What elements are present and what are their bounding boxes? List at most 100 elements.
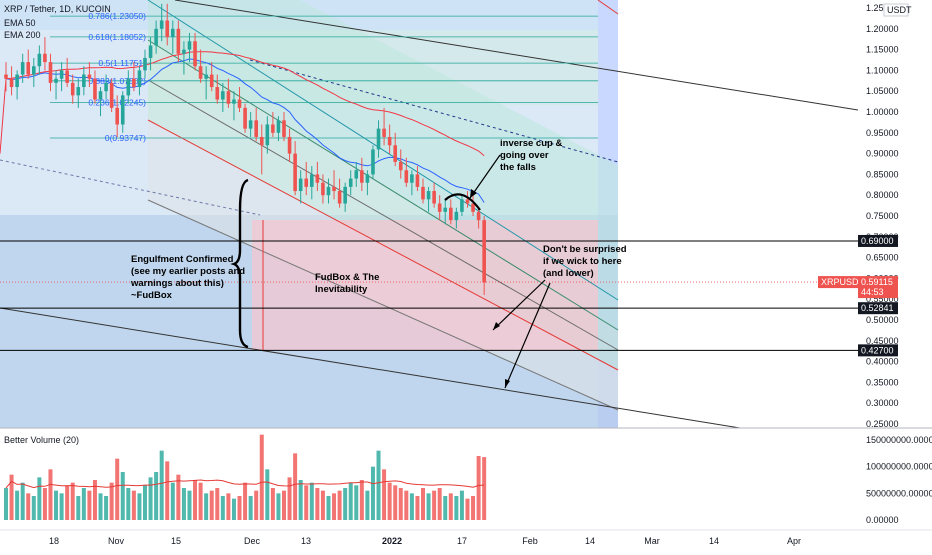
ema50-line — [5, 58, 485, 203]
candle-body — [449, 207, 453, 221]
candle-body — [171, 28, 175, 38]
candle — [276, 116, 281, 142]
volume-bar — [92, 480, 97, 520]
price-tick-label: 0.40000 — [866, 357, 899, 367]
volume-bar — [309, 482, 314, 520]
fib-label: 0(0.93747) — [105, 133, 146, 143]
candle — [460, 195, 464, 216]
candle-body — [343, 186, 347, 204]
volume-bar — [215, 488, 220, 520]
price-tick-label: 0.95000 — [866, 128, 899, 138]
candle-body — [37, 53, 42, 67]
price-tick-label: 1.00000 — [866, 107, 899, 117]
volume-bar — [443, 496, 448, 520]
candle-body — [59, 70, 64, 79]
volume-bar — [432, 490, 437, 520]
price-tick-label: 0.25000 — [866, 419, 899, 429]
candle-body — [476, 211, 481, 221]
candle — [287, 128, 292, 162]
price-axis[interactable]: 1.25000 1.20000 1.15000 1.10000 1.05000 1.000… — [866, 3, 899, 429]
candle-body — [221, 91, 225, 100]
volume-bar — [37, 477, 42, 520]
symbol-title[interactable]: XRP / Tether, 1D, KUCOIN — [4, 4, 111, 14]
time-label: 14 — [585, 536, 595, 546]
price-axis-bg[interactable] — [858, 0, 932, 428]
candle — [465, 191, 470, 208]
candle-body — [198, 66, 203, 79]
candle-body — [254, 120, 258, 137]
cup-note-1: inverse cup & — [500, 138, 562, 149]
volume-bar — [476, 456, 481, 520]
price-tick-label: 0.35000 — [866, 377, 899, 387]
candle-body — [87, 74, 92, 79]
candle — [248, 112, 253, 137]
volume-bar — [148, 477, 153, 520]
candle — [432, 182, 436, 208]
volume-bar — [187, 490, 192, 520]
candle-body — [226, 91, 231, 104]
channel-line-2 — [147, 39, 619, 331]
time-label: Nov — [108, 536, 125, 546]
ema200-legend[interactable]: EMA 200 — [4, 30, 41, 40]
price-tick-label: 0.50000 — [866, 315, 899, 325]
candle-body — [20, 62, 25, 75]
candle-body — [382, 128, 386, 137]
time-label: Mar — [644, 536, 660, 546]
volume-axis[interactable]: 150000000.00000 100000000.00000 50000000.0… — [866, 435, 932, 525]
time-axis[interactable]: 18 Nov 15 Dec 13 2022 17 Feb 14 Mar 14 Apr — [49, 536, 801, 546]
candle-body — [465, 199, 470, 204]
candle — [76, 78, 81, 108]
candle-body — [276, 120, 281, 133]
candlesticks — [4, 3, 486, 296]
candle — [93, 70, 97, 104]
volume-bar — [87, 490, 92, 520]
candle — [104, 74, 108, 100]
price-tick-label: 1.25000 — [866, 3, 899, 13]
ema50-legend[interactable]: EMA 50 — [4, 18, 36, 28]
candle — [254, 107, 258, 142]
volume-bar — [48, 469, 53, 520]
candle — [120, 91, 125, 133]
price-tick-label: 0.80000 — [866, 190, 899, 200]
volume-bar — [409, 493, 414, 520]
candle — [360, 157, 364, 192]
volume-bar — [198, 482, 203, 520]
volume-bar — [126, 488, 131, 520]
volume-bar — [337, 490, 342, 520]
candle — [476, 207, 481, 229]
volume-bar — [465, 498, 470, 520]
volume-bar — [276, 493, 281, 520]
fib-label: 0.618(1.18052) — [88, 32, 146, 42]
cup-arrow-head — [470, 189, 477, 198]
channel-line-bottom — [147, 199, 619, 411]
volume-tick-label: 150000000.00000 — [866, 435, 932, 445]
volume-bar — [4, 488, 8, 520]
candle-body — [437, 203, 442, 212]
candle-body — [332, 186, 336, 192]
candle-body — [432, 191, 436, 204]
volume-bar — [448, 493, 453, 520]
candle-body — [209, 74, 214, 88]
box-note-1: FudBox & The — [315, 272, 379, 283]
volume-bar — [131, 490, 136, 520]
fib-label: 0.786(1.23050) — [88, 11, 146, 21]
wick-arrow-2 — [504, 282, 551, 389]
candle-body — [398, 161, 403, 171]
volume-bar — [42, 488, 47, 520]
volume-bar — [354, 485, 359, 520]
volume-bar — [104, 496, 109, 520]
price-tick-label: 1.15000 — [866, 45, 899, 55]
currency-badge[interactable] — [883, 3, 909, 17]
candle — [215, 74, 220, 104]
candle-body — [298, 178, 303, 192]
volume-bar — [304, 485, 309, 520]
candle-body — [182, 49, 186, 54]
candle — [415, 166, 420, 192]
candle — [454, 207, 459, 229]
candle — [115, 95, 119, 137]
volume-bar — [348, 482, 353, 520]
volume-legend[interactable]: Better Volume (20) — [4, 435, 80, 445]
candle — [326, 178, 331, 204]
